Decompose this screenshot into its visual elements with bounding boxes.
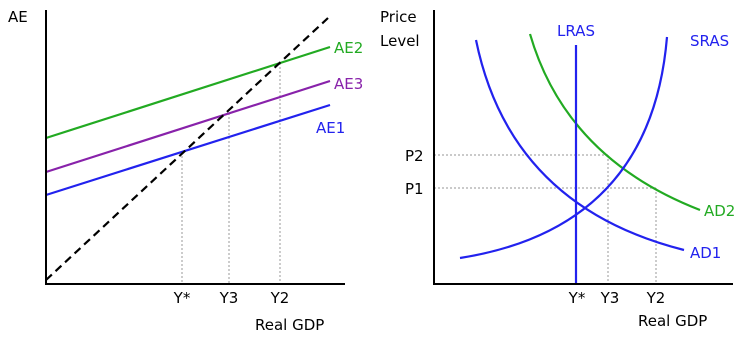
ytick-p2: P2 — [405, 147, 424, 165]
ad2-curve — [530, 34, 700, 210]
left-xtick-ystar: Y* — [173, 289, 191, 307]
ytick-p1: P1 — [405, 180, 424, 198]
ae3-label: AE3 — [334, 75, 363, 93]
ae3-line — [46, 81, 330, 172]
right-xtick-ystar: Y* — [568, 289, 586, 307]
right-y-axis-label-line1: Price — [380, 8, 417, 26]
left-xtick-y3: Y3 — [219, 289, 239, 307]
right-x-axis-label: Real GDP — [638, 312, 707, 330]
right-xtick-y3: Y3 — [600, 289, 620, 307]
ae2-label: AE2 — [334, 39, 363, 57]
left-x-axis-label: Real GDP — [255, 316, 324, 334]
ae1-line — [46, 105, 330, 195]
right-xtick-y2: Y2 — [646, 289, 666, 307]
ad1-curve — [476, 40, 684, 250]
ae2-line — [46, 47, 330, 138]
ae1-label: AE1 — [316, 119, 345, 137]
left-xtick-y2: Y2 — [270, 289, 290, 307]
lras-label: LRAS — [557, 22, 595, 40]
sras-label: SRAS — [690, 32, 729, 50]
sras-curve — [460, 37, 667, 258]
ad1-label: AD1 — [690, 244, 721, 262]
ad-as-panel: Price Level LRAS SRAS AD2 AD1 P2 P1 Y* Y… — [380, 8, 735, 330]
right-y-axis-label-line2: Level — [380, 32, 420, 50]
ae-model-panel: AE AE2 AE3 AE1 Y* Y3 Y2 Real GDP — [8, 8, 363, 334]
forty-five-degree-line — [46, 18, 328, 280]
left-y-axis-label: AE — [8, 8, 28, 26]
ad2-label: AD2 — [704, 202, 735, 220]
